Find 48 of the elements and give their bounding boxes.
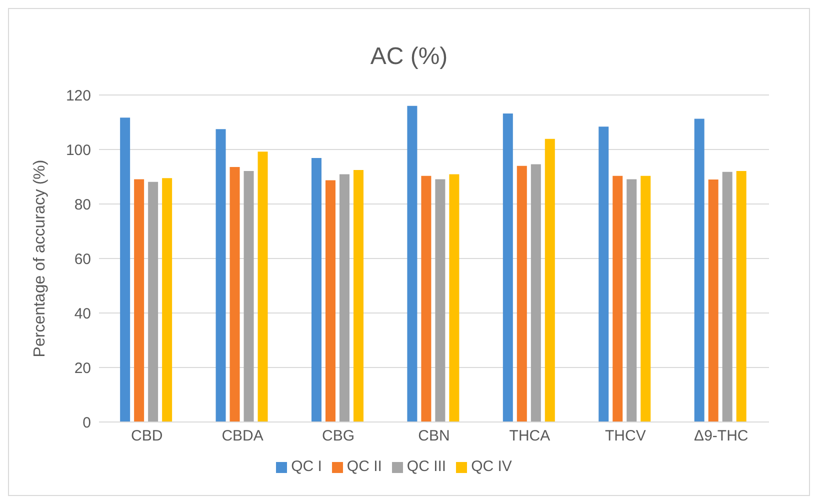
bar [530, 164, 541, 422]
bar [708, 179, 718, 422]
y-tick-label: 40 [74, 305, 91, 322]
x-tick-label: CBN [418, 428, 450, 445]
y-tick-label: 100 [66, 142, 91, 159]
bar [216, 129, 226, 422]
bar [325, 180, 336, 422]
y-axis-title: Percentage of accuracy (%) [32, 160, 49, 358]
bar [612, 176, 623, 422]
bar [722, 172, 732, 422]
bar [244, 171, 254, 422]
legend-label: QC I [291, 458, 322, 475]
legend-label: QC IV [471, 458, 512, 475]
bar [134, 179, 144, 422]
legend-label: QC III [406, 458, 446, 475]
chart-title: AC (%) [369, 43, 449, 72]
y-tick-label: 0 [82, 414, 91, 432]
x-tick-label: CBG [322, 428, 355, 445]
bar [162, 178, 172, 422]
bar [148, 182, 158, 422]
legend-label: QC II [346, 458, 382, 475]
bar [449, 174, 460, 422]
bar [353, 170, 364, 422]
bar [311, 158, 322, 422]
x-tick-label: Δ9-THC [694, 428, 748, 445]
bar [435, 179, 446, 422]
bar [258, 152, 268, 422]
bar [694, 118, 704, 422]
bar [230, 166, 240, 422]
y-tick-label: 60 [74, 250, 91, 268]
y-tick-label: 80 [74, 196, 91, 214]
bar [598, 126, 609, 422]
bar [407, 106, 418, 422]
bar [736, 171, 746, 422]
bar [120, 118, 130, 422]
bar [421, 176, 432, 422]
bar [626, 179, 637, 422]
x-tick-label: THCA [509, 428, 550, 445]
y-tick-label: 20 [74, 360, 91, 377]
bar [640, 176, 651, 422]
x-tick-label: CBD [131, 428, 163, 445]
x-tick-label: CBDA [222, 428, 264, 445]
bar [339, 174, 350, 422]
y-tick-label: 120 [66, 87, 91, 104]
x-tick-label: THCV [605, 428, 646, 445]
bar [544, 138, 555, 422]
bar [502, 114, 513, 422]
bar [516, 166, 527, 422]
